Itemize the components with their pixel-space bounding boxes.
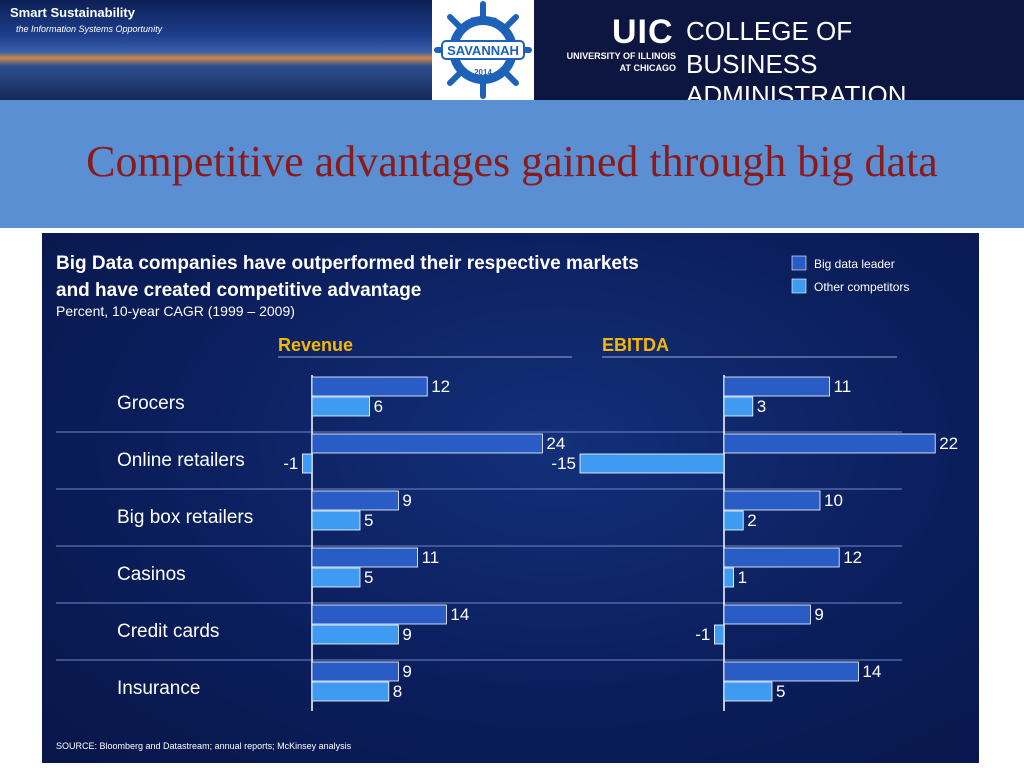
data-label: 9 <box>814 605 823 624</box>
data-label: 5 <box>776 682 785 701</box>
data-label: 11 <box>834 377 852 396</box>
legend-label-competitors: Other competitors <box>814 280 909 294</box>
data-label: 3 <box>757 397 766 416</box>
category-label: Grocers <box>117 393 185 414</box>
bar <box>723 567 735 588</box>
chart-title-line-1: Big Data companies have outperformed the… <box>56 253 639 274</box>
panel-heading: Revenue <box>278 335 353 355</box>
bar <box>311 510 361 531</box>
category-label: Credit cards <box>117 621 219 642</box>
bar <box>723 510 744 531</box>
bar <box>311 433 543 454</box>
data-label: -1 <box>695 625 710 644</box>
data-label: 14 <box>450 605 469 624</box>
category-label: Insurance <box>117 678 200 699</box>
bar <box>311 547 418 568</box>
university-line-2: AT CHICAGO <box>619 63 676 73</box>
chart-subtitle: Percent, 10-year CAGR (1999 – 2009) <box>56 303 295 319</box>
data-label: 6 <box>374 397 383 416</box>
uic-wordmark: UIC <box>612 13 674 51</box>
data-label: 9 <box>402 662 411 681</box>
data-label: -1 <box>283 454 298 473</box>
data-label: 10 <box>824 491 843 510</box>
data-label: 11 <box>422 548 440 567</box>
data-label: 24 <box>546 434 565 453</box>
uic-logo: UIC UNIVERSITY OF ILLINOIS AT CHICAGO CO… <box>534 0 1024 110</box>
slide-title: Competitive advantages gained through bi… <box>86 137 938 186</box>
brand-title: Smart Sustainability <box>10 5 135 20</box>
chart-panel: Big Data companies have outperformed the… <box>42 233 979 763</box>
bar <box>714 624 725 645</box>
bar <box>723 661 859 682</box>
category-label: Casinos <box>117 564 186 585</box>
data-label: -15 <box>551 454 576 473</box>
university-line-1: UNIVERSITY OF ILLINOIS <box>566 51 676 61</box>
data-label: 22 <box>939 434 958 453</box>
bar <box>311 624 399 645</box>
category-label: Online retailers <box>117 450 245 471</box>
college-line-1: COLLEGE OF <box>686 16 853 46</box>
chart-title-line-2: and have created competitive advantage <box>56 280 421 301</box>
data-label: 9 <box>402 491 411 510</box>
data-label: 14 <box>862 662 881 681</box>
panel-heading: EBITDA <box>602 335 669 355</box>
bar <box>311 396 370 417</box>
logo-amcis-text: AMCIS <box>469 16 498 26</box>
bar <box>311 490 399 511</box>
legend-label-leader: Big data leader <box>814 257 895 271</box>
chart-source: SOURCE: Bloomberg and Datastream; annual… <box>56 741 352 751</box>
bar <box>311 376 428 397</box>
data-label: 5 <box>364 511 373 530</box>
bar <box>579 453 725 474</box>
data-label: 5 <box>364 568 373 587</box>
legend-swatch-competitors <box>791 278 807 294</box>
bar <box>723 376 830 397</box>
logo-savannah-text: SAVANNAH <box>447 43 519 58</box>
brand-tagline: the Information Systems Opportunity <box>16 24 163 34</box>
bar-chart: Big Data companies have outperformed the… <box>56 253 958 751</box>
bar <box>723 490 821 511</box>
logo-year-text: 2014 <box>474 68 492 77</box>
header-banner: Smart Sustainability the Information Sys… <box>0 0 1024 110</box>
city-photo: Smart Sustainability the Information Sys… <box>0 0 432 100</box>
data-label: 2 <box>747 511 756 530</box>
bar <box>723 604 811 625</box>
ships-wheel-icon <box>434 1 532 99</box>
data-label: 9 <box>402 625 411 644</box>
data-label: 8 <box>393 682 402 701</box>
data-label: 12 <box>431 377 450 396</box>
legend-swatch-leader <box>791 255 807 271</box>
amcis-logo: AMCIS SAVANNAH 2014 <box>432 0 534 100</box>
data-label: 12 <box>843 548 862 567</box>
bar <box>723 396 754 417</box>
bar <box>311 661 399 682</box>
bar <box>723 681 773 702</box>
category-label: Big box retailers <box>117 507 253 528</box>
title-band: Competitive advantages gained through bi… <box>0 100 1024 228</box>
bar <box>311 604 447 625</box>
bar <box>723 433 936 454</box>
bar <box>723 547 840 568</box>
bar <box>311 681 390 702</box>
bar <box>301 453 313 474</box>
data-label: 1 <box>738 568 747 587</box>
bar <box>311 567 361 588</box>
